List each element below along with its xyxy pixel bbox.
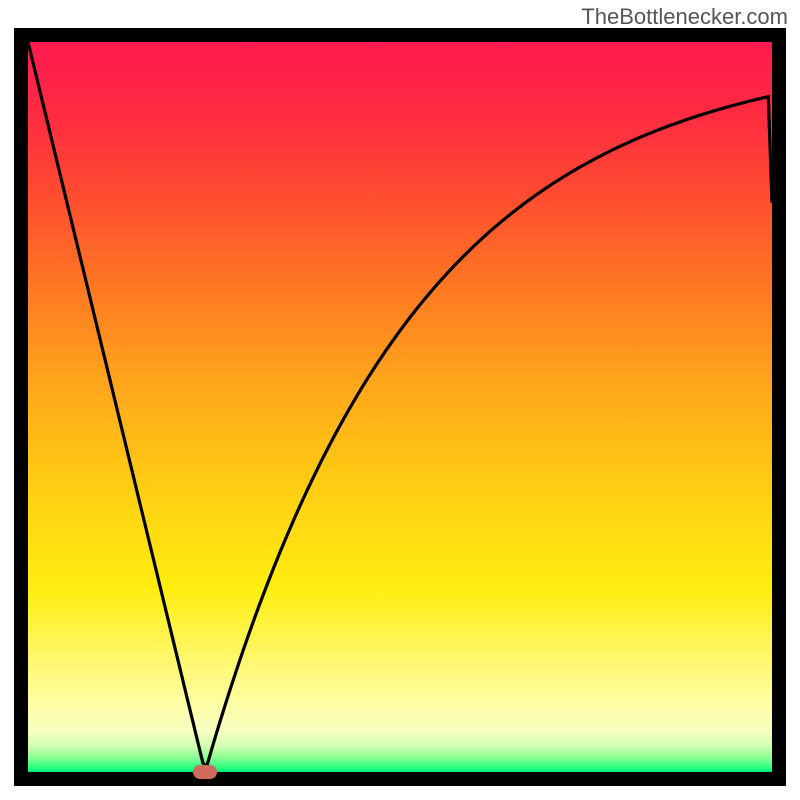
bottleneck-curve xyxy=(28,42,772,767)
chart-container: TheBottlenecker.com xyxy=(0,0,800,800)
curve-svg xyxy=(0,0,800,800)
optimal-point-marker xyxy=(193,765,217,779)
